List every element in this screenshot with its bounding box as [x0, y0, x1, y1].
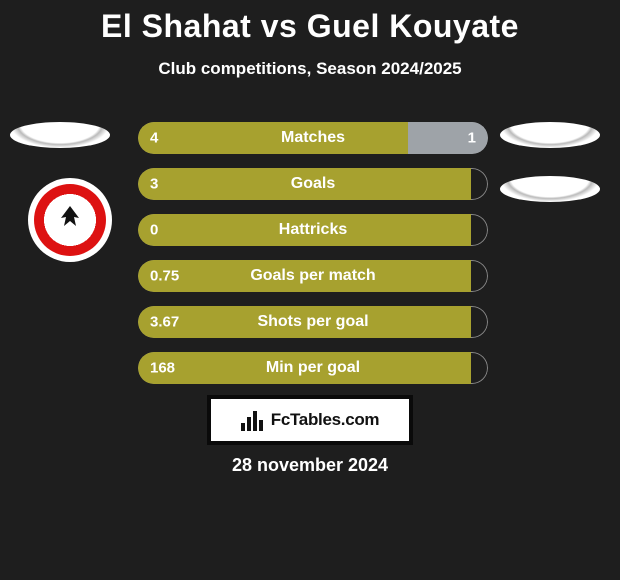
comparison-card: El Shahat vs Guel Kouyate Club competiti… [0, 0, 620, 580]
stat-value-left: 0.75 [150, 268, 179, 285]
date-label: 28 november 2024 [232, 455, 388, 476]
stat-label: Goals [291, 175, 335, 193]
stat-label: Hattricks [279, 221, 347, 239]
player-right-flag [500, 122, 600, 148]
source-badge: FcTables.com [207, 395, 413, 445]
stat-label: Matches [281, 129, 345, 147]
stat-value-left: 3.67 [150, 314, 179, 331]
eagle-icon [55, 202, 85, 238]
bars-icon [241, 409, 265, 431]
player-right-club-flag [500, 176, 600, 202]
source-text: FcTables.com [271, 410, 380, 430]
stat-bars: 4 Matches 1 3 Goals 0 Hattricks 0.75 Goals per m… [138, 122, 488, 398]
stat-row: 3 Goals [138, 168, 488, 200]
stat-value-left: 4 [150, 130, 158, 147]
stat-row: 3.67 Shots per goal [138, 306, 488, 338]
stat-value-left: 168 [150, 360, 175, 377]
stat-row: 0 Hattricks [138, 214, 488, 246]
stat-row: 168 Min per goal [138, 352, 488, 384]
stat-row: 0.75 Goals per match [138, 260, 488, 292]
stat-label: Min per goal [266, 359, 360, 377]
stat-value-left: 3 [150, 176, 158, 193]
player-left-flag [10, 122, 110, 148]
bar-fill-left [138, 122, 408, 154]
card-subtitle: Club competitions, Season 2024/2025 [0, 59, 620, 79]
stat-value-right: 1 [468, 130, 476, 147]
card-title: El Shahat vs Guel Kouyate [0, 0, 620, 45]
club-logo-ring [34, 184, 106, 256]
stat-value-left: 0 [150, 222, 158, 239]
stat-label: Shots per goal [257, 313, 368, 331]
stat-label: Goals per match [250, 267, 375, 285]
player-left-club-logo [28, 178, 112, 262]
stat-row: 4 Matches 1 [138, 122, 488, 154]
